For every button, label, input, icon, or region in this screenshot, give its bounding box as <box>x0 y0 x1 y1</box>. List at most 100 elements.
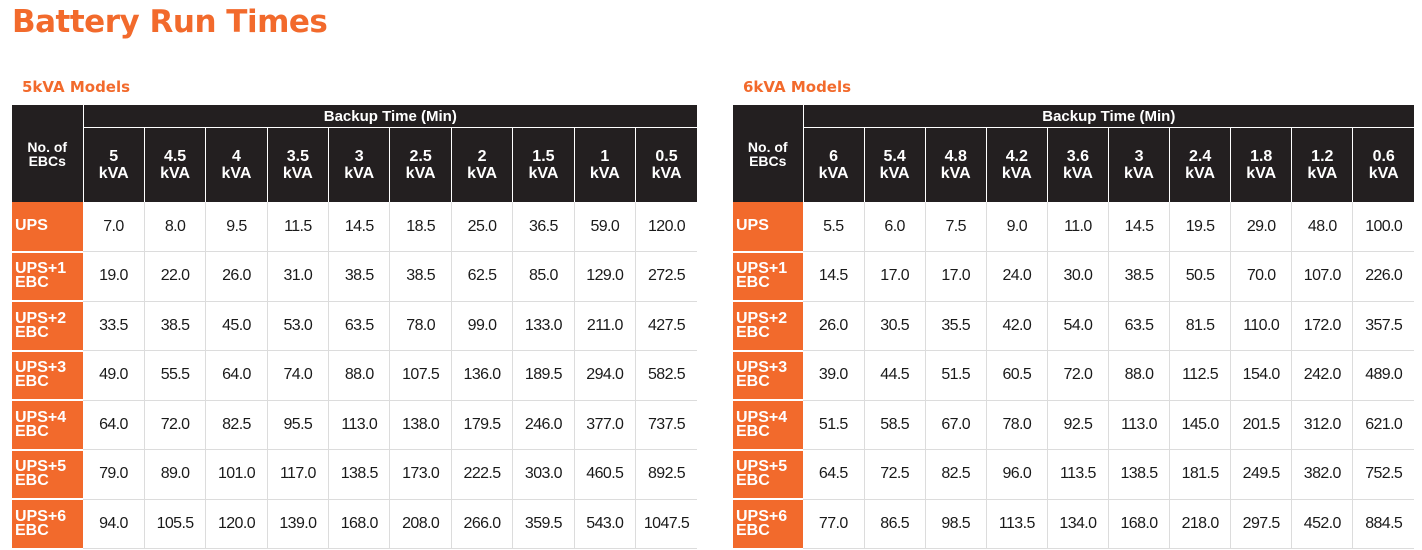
runtime-cell: 884.5 <box>1352 499 1415 549</box>
runtime-cell: 357.5 <box>1352 301 1415 351</box>
runtime-cell: 38.5 <box>144 301 207 351</box>
runtime-cell: 38.5 <box>389 251 452 302</box>
runtime-cell: 30.5 <box>864 301 926 351</box>
runtime-cell: 19.5 <box>1169 202 1232 252</box>
row-label: UPS+2 EBC <box>733 301 803 352</box>
runtime-cell: 621.0 <box>1352 400 1415 450</box>
runtime-cell: 26.0 <box>205 251 268 302</box>
runtime-cell: 63.5 <box>328 301 391 351</box>
runtime-cell: 96.0 <box>986 449 1048 500</box>
runtime-cell: 19.0 <box>83 251 145 302</box>
table-row: UPS+5 EBC 79.0 89.0 101.0 117.0 138.5 173.0 222… <box>12 449 698 500</box>
runtime-cell: 117.0 <box>267 449 330 500</box>
runtime-cell: 105.5 <box>144 499 207 549</box>
runtime-cell: 107.5 <box>389 350 452 401</box>
row-label-text: UPS+2 EBC <box>15 309 67 341</box>
row-label-text: UPS+1 EBC <box>15 260 67 292</box>
runtime-cell: 99.0 <box>451 301 514 351</box>
column-header: 0.5 kVA <box>635 127 698 202</box>
runtime-cell: 74.0 <box>267 350 330 401</box>
runtime-cell: 25.0 <box>451 202 514 252</box>
column-header-label: 3 kVA <box>1124 148 1154 182</box>
runtime-cell: 242.0 <box>1291 350 1354 401</box>
runtime-cell: 297.5 <box>1230 499 1293 549</box>
row-label: UPS+1 EBC <box>733 251 803 302</box>
row-label-text: UPS+1 EBC <box>736 260 788 292</box>
runtime-cell: 64.0 <box>205 350 268 401</box>
runtime-cell: 294.0 <box>574 350 637 401</box>
runtime-cell: 211.0 <box>574 301 637 351</box>
runtime-cell: 218.0 <box>1169 499 1232 549</box>
runtime-cell: 82.5 <box>205 400 268 450</box>
table-row: UPS+4 EBC 64.0 72.0 82.5 95.5 113.0 138.0 179.5… <box>12 400 698 451</box>
runtime-cell: 64.0 <box>83 400 145 450</box>
runtime-cell: 377.0 <box>574 400 637 450</box>
runtime-cell: 543.0 <box>574 499 637 549</box>
runtime-cell: 201.5 <box>1230 400 1293 450</box>
row-label: UPS+6 EBC <box>733 499 803 550</box>
runtime-cell: 53.0 <box>267 301 330 351</box>
runtime-cell: 6.0 <box>864 202 926 252</box>
column-header: 4 kVA <box>205 127 268 202</box>
row-label-text: UPS+4 EBC <box>736 408 788 440</box>
runtime-cell: 8.0 <box>144 202 207 252</box>
column-header-label: 3 kVA <box>344 148 375 182</box>
runtime-cell: 17.0 <box>925 251 987 302</box>
column-header: 3 kVA <box>1108 127 1171 202</box>
column-header: 0.6 kVA <box>1352 127 1415 202</box>
runtime-cell: 120.0 <box>635 202 698 252</box>
runtime-cell: 752.5 <box>1352 449 1415 500</box>
runtime-cell: 113.0 <box>1108 400 1171 450</box>
column-header-label: 5 kVA <box>98 148 129 182</box>
table-row: UPS+1 EBC 14.5 17.0 17.0 24.0 30.0 38.5 50.5 70.… <box>733 251 1415 302</box>
runtime-cell: 489.0 <box>1352 350 1415 401</box>
runtime-cell: 138.0 <box>389 400 452 450</box>
runtime-cell: 67.0 <box>925 400 987 450</box>
runtime-cell: 168.0 <box>1108 499 1171 549</box>
runtime-cell: 9.5 <box>205 202 268 252</box>
column-header-label: 1.5 kVA <box>528 148 559 182</box>
runtime-cell: 100.0 <box>1352 202 1415 252</box>
row-label-text: UPS+4 EBC <box>15 408 67 440</box>
runtime-cell: 11.0 <box>1047 202 1109 252</box>
column-header: 5 kVA <box>83 127 145 202</box>
column-header-label: 3.5 kVA <box>282 148 313 182</box>
runtime-cell: 460.5 <box>574 449 637 500</box>
runtime-cell: 36.5 <box>512 202 575 252</box>
table-row: UPS+3 EBC 49.0 55.5 64.0 74.0 88.0 107.5 136.0 1… <box>12 350 698 401</box>
table-row: UPS+6 EBC 94.0 105.5 120.0 139.0 168.0 208.0 26… <box>12 499 698 550</box>
runtime-cell: 78.0 <box>389 301 452 351</box>
row-label-text: UPS+5 EBC <box>736 458 788 490</box>
section-title: 6kVA Models <box>743 78 852 96</box>
runtime-cell: 138.5 <box>328 449 391 500</box>
runtime-cell: 11.5 <box>267 202 330 252</box>
column-header-label: 1 kVA <box>589 148 620 182</box>
runtime-cell: 9.0 <box>986 202 1048 252</box>
runtime-cell: 58.5 <box>864 400 926 450</box>
runtime-cell: 29.0 <box>1230 202 1293 252</box>
runtime-cell: 78.0 <box>986 400 1048 450</box>
runtime-cell: 82.5 <box>925 449 987 500</box>
row-label: UPS+6 EBC <box>12 499 83 550</box>
column-header-label: 2 kVA <box>467 148 497 182</box>
runtime-cell: 85.0 <box>512 251 575 302</box>
column-header-label: 2.4 kVA <box>1185 148 1216 182</box>
runtime-cell: 7.5 <box>925 202 987 252</box>
column-header: 3.5 kVA <box>267 127 330 202</box>
table-row: UPS+2 EBC 26.0 30.5 35.5 42.0 54.0 63.5 81.5 110… <box>733 301 1415 352</box>
runtime-cell: 101.0 <box>205 449 268 500</box>
runtime-cell: 49.0 <box>83 350 145 401</box>
column-header-label: 3.6 kVA <box>1062 148 1093 182</box>
runtime-cell: 94.0 <box>83 499 145 549</box>
runtime-cell: 72.5 <box>864 449 926 500</box>
runtime-cell: 892.5 <box>635 449 698 500</box>
runtime-cell: 45.0 <box>205 301 268 351</box>
runtime-cell: 88.0 <box>1108 350 1171 401</box>
column-header: 1.5 kVA <box>512 127 575 202</box>
runtime-cell: 14.5 <box>1108 202 1171 252</box>
runtime-cell: 50.5 <box>1169 251 1232 302</box>
column-header: 6 kVA <box>803 127 865 202</box>
column-header-label: 6 kVA <box>818 148 849 182</box>
row-label-text: UPS+2 EBC <box>736 309 788 341</box>
runtime-table-6kva: No. of EBCs Backup Time (Min) 6 kVA 5.4 k… <box>733 105 1415 550</box>
